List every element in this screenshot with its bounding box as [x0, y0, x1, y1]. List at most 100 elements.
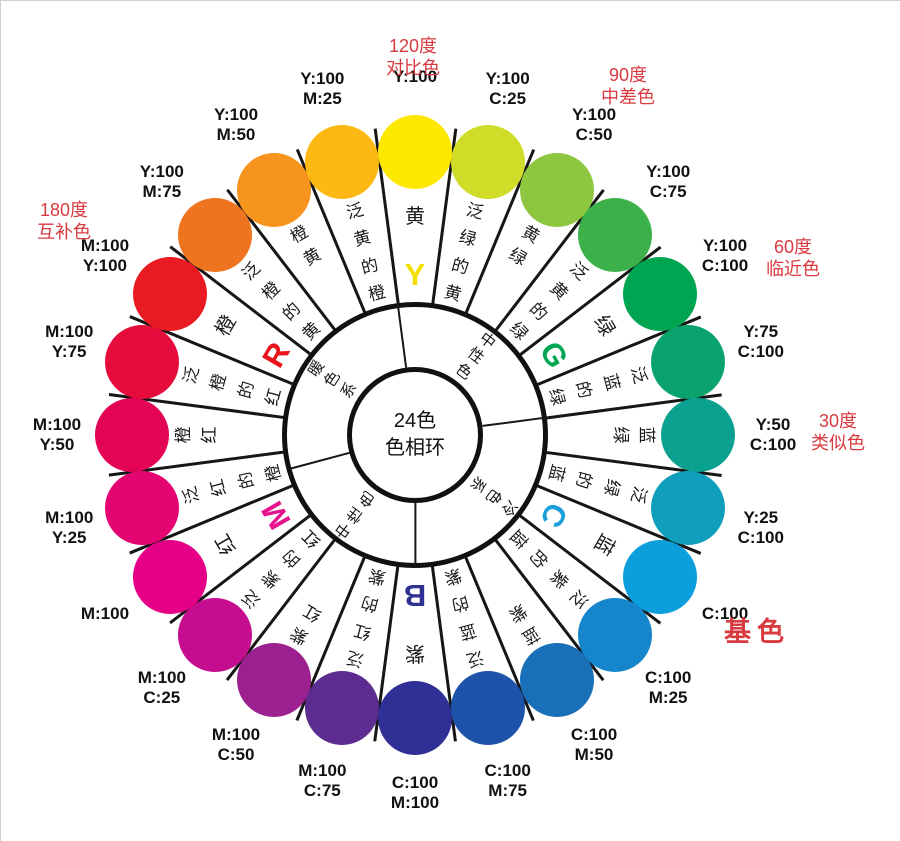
cmyk-value: M:100 — [80, 236, 130, 255]
segment-name-char: 泛 — [464, 647, 486, 670]
cmyk-label-17: M:100 — [57, 604, 153, 624]
cmyk-value: M:75 — [142, 181, 182, 201]
segment-name-char: 的 — [525, 545, 552, 572]
cmyk-value: M:25 — [648, 688, 688, 708]
segment-name-char: 黄 — [442, 282, 464, 305]
segment-name-char: 绿 — [611, 426, 630, 444]
segment-name-char: 的 — [278, 545, 305, 572]
segment-name-char: 红 — [300, 600, 325, 626]
hue-circle-15 — [236, 643, 311, 718]
cmyk-label-21: M:100 Y:100 — [57, 236, 153, 276]
hue-circle-17 — [132, 539, 207, 614]
segment-name-char: 的 — [449, 254, 471, 278]
segment-name-char: 黄 — [351, 227, 374, 251]
hue-circle-6 — [651, 324, 726, 399]
annotation-line: 基色 — [724, 617, 790, 647]
cmyk-value: Y:100 — [139, 161, 184, 181]
cmyk-label-24: Y:100 M:25 — [274, 69, 370, 109]
segment-name-char: 橙 — [262, 462, 285, 484]
cmyk-value: C:100 — [701, 256, 749, 275]
cmyk-value: C:100 — [644, 668, 692, 688]
cmyk-value: Y:100 — [485, 69, 530, 89]
cmyk-value: C:75 — [649, 181, 687, 201]
hue-circle-12 — [451, 671, 526, 746]
cmyk-label-4: Y:100 C:75 — [620, 162, 716, 202]
annotation-line: 临近色 — [766, 259, 820, 279]
hue-circle-22 — [177, 197, 252, 272]
cmyk-value: Y:100 — [702, 236, 748, 255]
annotation-line: 互补色 — [37, 222, 91, 242]
annotation-line: 180度 — [39, 200, 89, 220]
segment-name-char: 蓝 — [456, 619, 479, 643]
hue-circle-23 — [236, 152, 311, 227]
cmyk-value: Y:25 — [51, 527, 87, 547]
annotation-60度: 60度 临近色 — [766, 236, 820, 280]
cmyk-label-13: C:100 M:100 — [367, 773, 463, 813]
cmyk-value: Y:100 — [300, 69, 345, 89]
cmyk-value: C:100 — [391, 773, 439, 792]
annotation-30度: 30度 类似色 — [811, 410, 865, 454]
segment-name-char: 蓝 — [545, 462, 568, 484]
segment-name-char: 绿 — [505, 244, 530, 270]
segment-name-char: 红 — [351, 619, 374, 643]
segment-name-char: 蓝 — [637, 426, 656, 444]
cmyk-value: Y:100 — [646, 161, 691, 181]
cmyk-label-5: Y:100 C:100 — [677, 236, 773, 276]
hue-circle-9 — [623, 539, 698, 614]
segment-name-char: 泛 — [344, 647, 366, 670]
cmyk-value: Y:50 — [39, 435, 75, 454]
cmyk-label-10: C:100 M:25 — [620, 668, 716, 708]
segment-name-char: 橙 — [174, 426, 193, 444]
cmyk-value: Y:75 — [743, 322, 779, 342]
annotation-line: 90度 — [608, 65, 648, 85]
segment-name-char: 泛 — [627, 364, 650, 386]
annotation-基色: 基色 — [724, 617, 790, 647]
annotation-line: 30度 — [818, 411, 858, 431]
cmyk-label-8: Y:25 C:100 — [713, 508, 809, 548]
cmyk-value: M:75 — [488, 780, 528, 800]
segment-name-char: 的 — [449, 592, 471, 616]
segment-name-char: 紫 — [258, 565, 285, 592]
cmyk-value: C:100 — [484, 760, 531, 780]
hue-circle-19 — [95, 398, 169, 472]
inner-ring-inner-circle — [347, 367, 483, 503]
primary-letter-B: B — [403, 578, 427, 613]
cmyk-value: M:100 — [32, 415, 82, 434]
cmyk-value: M:100 — [137, 668, 186, 688]
segment-name-char: 的 — [572, 379, 596, 401]
cmyk-label-19: M:100 Y:50 — [9, 415, 105, 455]
cmyk-value: C:25 — [143, 688, 181, 708]
annotation-180度: 180度 互补色 — [37, 199, 91, 243]
cmyk-label-11: C:100 M:50 — [546, 725, 642, 765]
segment-name-char: 泛 — [464, 200, 486, 223]
segment-name-char: 紫 — [545, 565, 572, 592]
hue-circle-24 — [304, 124, 379, 199]
cmyk-label-2: Y:100 C:25 — [460, 69, 556, 109]
hue-circle-4 — [578, 197, 653, 272]
cmyk-label-20: M:100 Y:75 — [21, 322, 117, 362]
cmyk-value: C:50 — [217, 745, 255, 765]
cmyk-value: C:75 — [303, 780, 341, 800]
segment-name-char: 的 — [525, 298, 552, 325]
wheel-title: 24色 色相环 — [385, 408, 445, 462]
cmyk-label-12: C:100 M:75 — [460, 761, 556, 801]
cmyk-value: Y:50 — [755, 415, 791, 434]
annotation-120度: 120度 对比色 — [386, 35, 440, 79]
segment-name-char: 的 — [234, 469, 258, 491]
annotation-line: 中差色 — [601, 87, 655, 107]
annotation-line: 60度 — [773, 237, 813, 257]
cmyk-value: M:100 — [80, 604, 130, 623]
annotation-line: 120度 — [388, 36, 438, 56]
segment-name-char: 泛 — [344, 200, 366, 223]
cmyk-label-7: Y:50 C:100 — [725, 415, 821, 455]
hue-circle-18 — [104, 471, 179, 546]
cmyk-value: C:100 — [749, 435, 797, 454]
hue-circle-2 — [451, 124, 526, 199]
segment-name-char: 绿 — [599, 476, 623, 499]
cmyk-value: C:100 — [737, 342, 784, 362]
cmyk-value: C:100 — [737, 527, 784, 547]
segment-name-char: 橙 — [258, 278, 285, 305]
cmyk-label-9: C:100 — [677, 604, 773, 624]
hue-circle-21 — [132, 256, 207, 331]
